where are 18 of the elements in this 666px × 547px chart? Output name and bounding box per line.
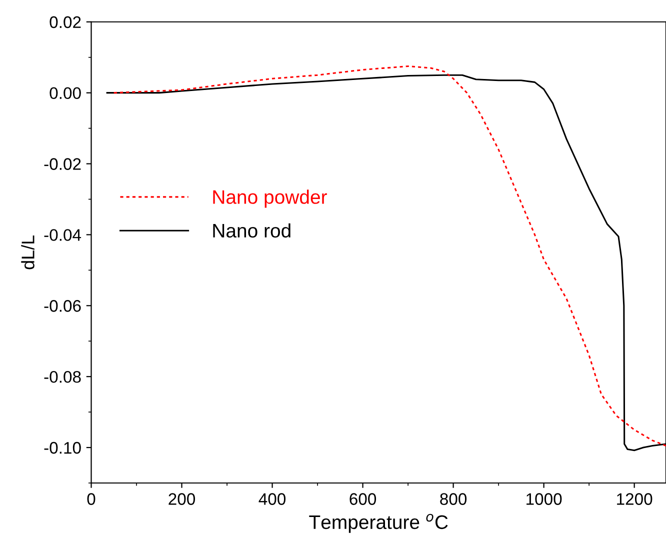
- x-tick-label: 1200: [617, 493, 652, 505]
- y-tick-label: -0.06: [44, 300, 81, 312]
- y-tick-label: 0.00: [50, 87, 81, 100]
- y-axis-title: dL/L: [21, 235, 34, 270]
- y-tick-label: 0.02: [50, 16, 81, 28]
- legend-label: Nano rod: [213, 223, 290, 238]
- x-tick-label: 200: [168, 493, 196, 505]
- x-tick-label: 400: [258, 493, 286, 505]
- y-tick-label: -0.02: [44, 158, 81, 170]
- y-tick-label: -0.04: [44, 229, 82, 241]
- x-tick-label: 1000: [526, 493, 562, 505]
- y-tick-label: -0.08: [44, 370, 81, 383]
- x-axis-title: Temperature $^{o}$C: [309, 514, 448, 533]
- x-tick-label: 600: [350, 493, 376, 505]
- y-tick-label: -0.10: [44, 442, 81, 454]
- x-tick-label: 0: [87, 493, 96, 505]
- x-tick-label: 800: [440, 493, 467, 505]
- legend-label: Nano powder: [213, 190, 327, 208]
